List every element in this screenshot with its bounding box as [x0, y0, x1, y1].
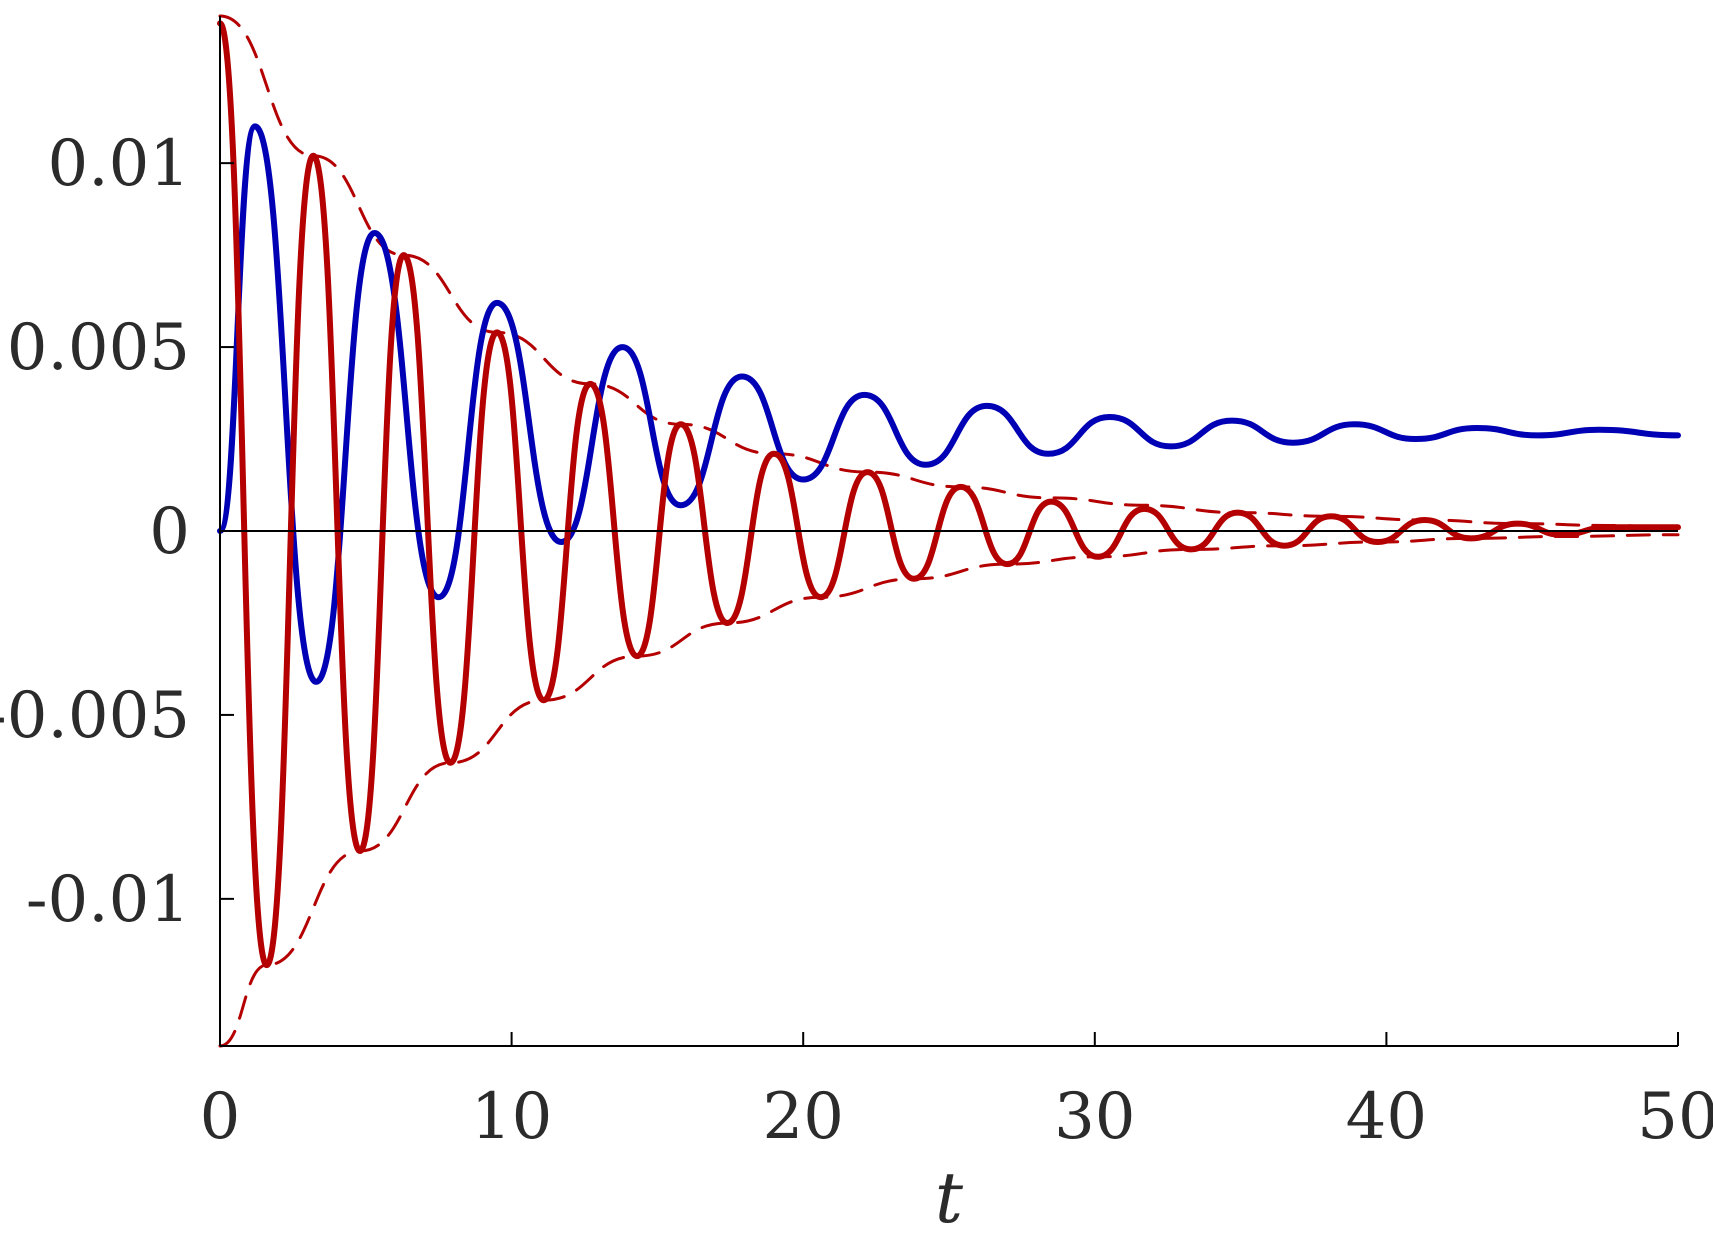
x-tick-label: 0: [200, 1080, 241, 1154]
y-tick-label: 0: [149, 495, 190, 569]
x-tick-label: 10: [471, 1080, 552, 1154]
plot-marks: [217, 14, 1681, 1048]
blue-oscillation-line: [217, 123, 1681, 685]
axes: [219, 16, 1679, 1047]
tick-labels: 0 10 20 30 40 50 0.01 0.005 0 -0.005 -0.01: [0, 127, 1713, 1154]
y-tick-label: -0.01: [26, 863, 190, 937]
y-tick-label: -0.005: [0, 679, 190, 753]
lower-envelope-dashed: [218, 533, 1680, 1048]
red-oscillation-line: [217, 20, 1681, 969]
x-tick-label: 50: [1637, 1080, 1713, 1154]
y-tick-label: 0.01: [48, 127, 191, 201]
x-axis-title: t: [935, 1157, 964, 1233]
x-tick-label: 20: [762, 1080, 843, 1154]
x-tick-label: 30: [1054, 1080, 1135, 1154]
x-tick-label: 40: [1346, 1080, 1427, 1154]
y-tick-label: 0.005: [7, 311, 190, 385]
